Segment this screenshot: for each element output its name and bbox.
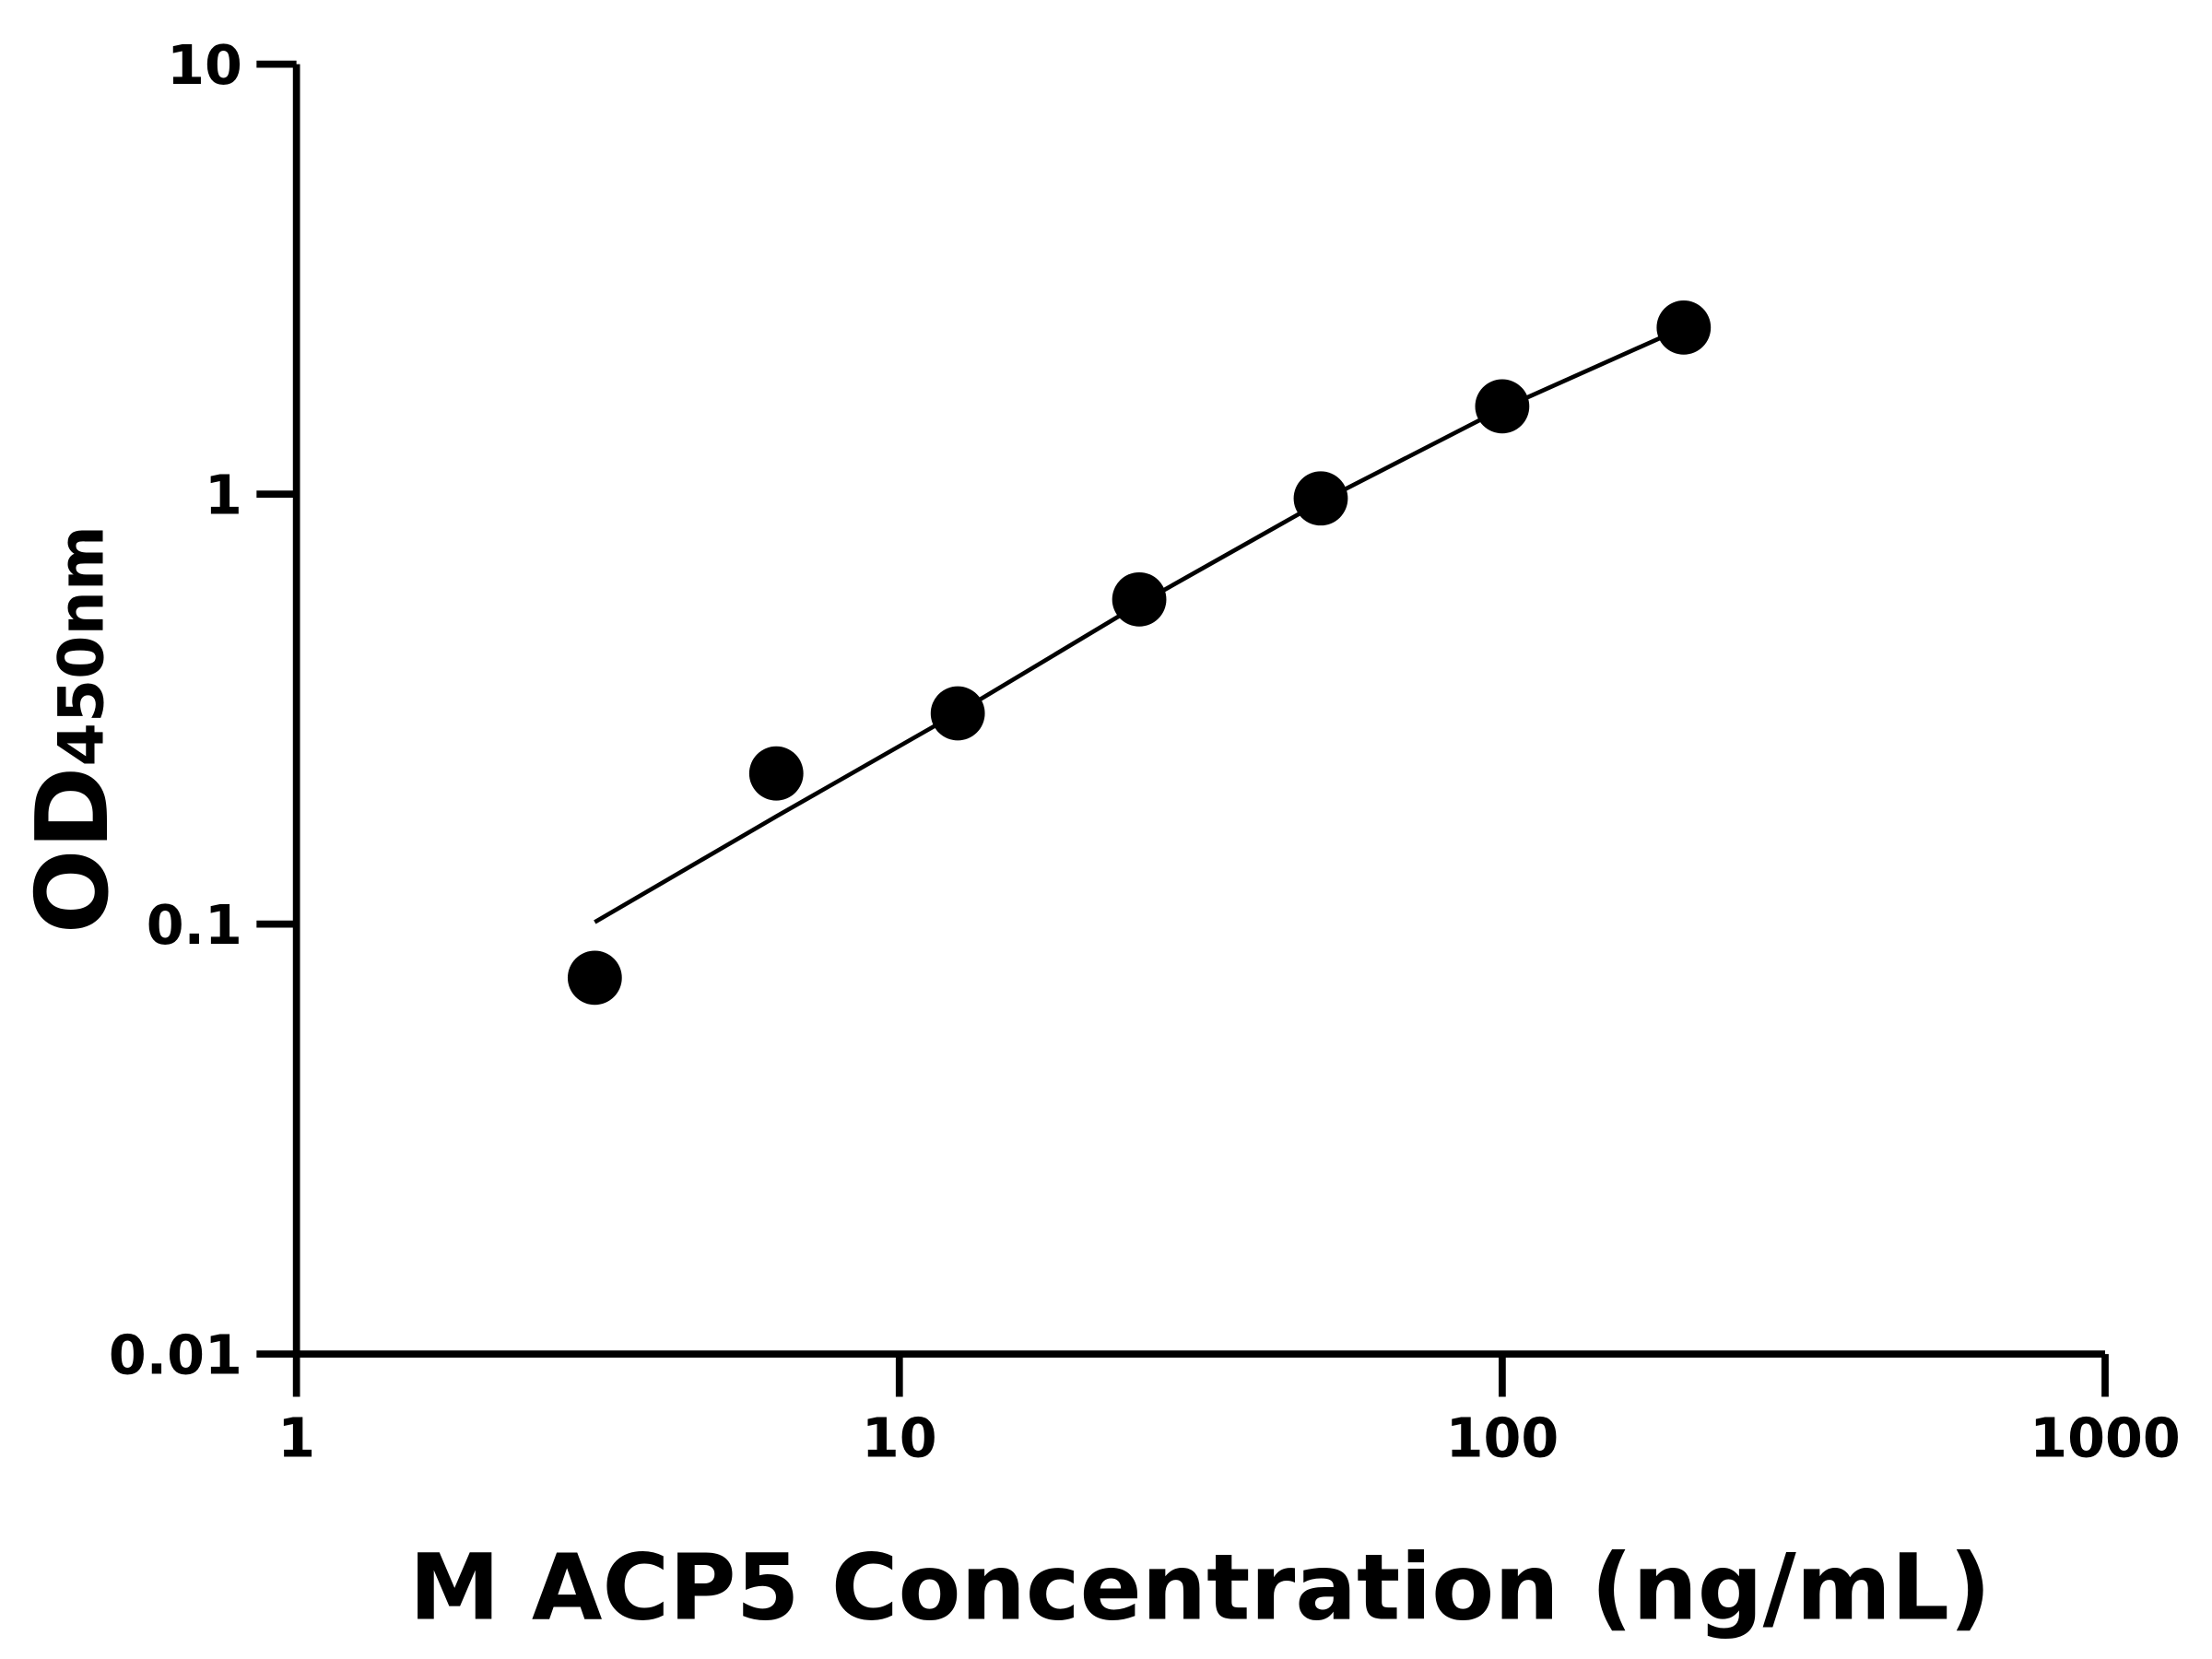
data-point xyxy=(1112,571,1167,627)
axes xyxy=(292,64,2106,1358)
data-point xyxy=(567,950,622,1006)
y-tick-label: 1 xyxy=(205,464,242,527)
x-tick-label: 1000 xyxy=(2030,1406,2181,1469)
ticks: 1 10 100 1000 0.01 0.1 1 10 xyxy=(109,33,2181,1469)
svg-text:OD450nm: OD450nm xyxy=(15,525,131,934)
x-tick-label: 10 xyxy=(862,1406,937,1469)
x-tick-label: 1 xyxy=(277,1406,315,1469)
data-point xyxy=(1656,300,1712,355)
y-axis-label-sub: 450nm xyxy=(45,525,118,766)
data-point xyxy=(930,686,985,741)
data-points xyxy=(567,300,1712,1006)
data-point xyxy=(1293,471,1348,526)
y-tick-label: 0.01 xyxy=(109,1324,242,1387)
y-axis-label: OD450nm xyxy=(15,525,131,934)
x-tick-label: 100 xyxy=(1446,1406,1559,1469)
y-tick-label: 0.1 xyxy=(147,893,242,957)
y-axis-label-main: OD xyxy=(15,766,131,934)
data-point xyxy=(1475,379,1530,434)
x-axis-label: M ACP5 Concentration (ng/mL) xyxy=(409,1535,1991,1641)
y-tick-label: 10 xyxy=(167,33,242,97)
data-point xyxy=(748,746,804,801)
